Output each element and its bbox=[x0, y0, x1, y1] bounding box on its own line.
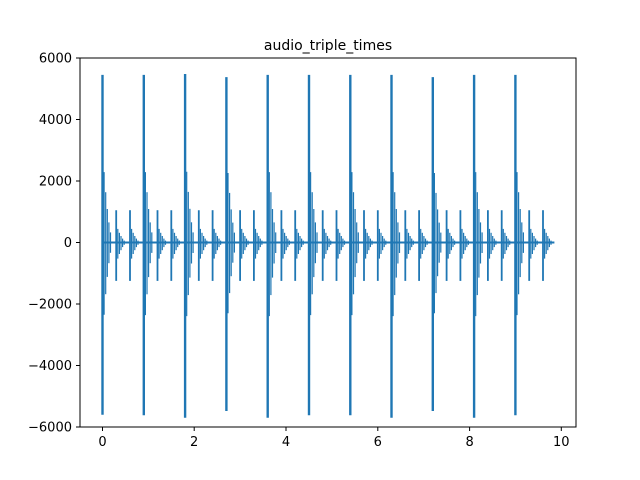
weak-beat-spike bbox=[418, 210, 428, 281]
weak-beat-spike bbox=[363, 210, 373, 281]
x-tick-label: 0 bbox=[98, 435, 106, 450]
y-tick-label: −4000 bbox=[28, 359, 72, 374]
weak-beat-spike bbox=[376, 210, 387, 281]
x-tick-label: 2 bbox=[190, 435, 198, 450]
weak-beat-spike bbox=[335, 210, 346, 281]
weak-beat-spike bbox=[404, 210, 414, 281]
x-tick-label: 6 bbox=[374, 435, 382, 450]
weak-beat-spike bbox=[542, 210, 552, 281]
strong-beat-spike bbox=[349, 74, 359, 416]
x-axis: 0 2 4 6 8 10 bbox=[98, 427, 570, 450]
y-tick-label: 6000 bbox=[39, 52, 72, 67]
strong-beat-spike bbox=[431, 77, 442, 411]
y-tick-label: −6000 bbox=[28, 421, 72, 436]
weak-beat-spike bbox=[445, 210, 456, 281]
strong-beat-spike bbox=[472, 74, 483, 418]
strong-beat-spike bbox=[307, 74, 318, 416]
strong-beat-spike bbox=[514, 74, 525, 416]
weak-beat-spike bbox=[528, 210, 538, 281]
y-tick-label: 0 bbox=[64, 236, 72, 251]
strong-beat-spike bbox=[183, 74, 194, 418]
weak-beat-spike bbox=[280, 210, 290, 281]
strong-beat-spike bbox=[225, 77, 235, 411]
weak-beat-spike bbox=[239, 210, 249, 281]
chart-title: audio_triple_times bbox=[264, 38, 392, 54]
strong-beat-spike bbox=[266, 74, 277, 418]
weak-beat-spike bbox=[170, 210, 180, 281]
weak-beat-spike bbox=[486, 210, 497, 281]
strong-beat-spike bbox=[101, 74, 112, 415]
x-tick-label: 8 bbox=[465, 435, 473, 450]
y-tick-label: −2000 bbox=[28, 298, 72, 313]
weak-beat-spike bbox=[129, 210, 139, 281]
strong-beat-spike bbox=[390, 74, 401, 418]
y-tick-label: 2000 bbox=[39, 175, 72, 190]
weak-beat-spike bbox=[500, 210, 511, 281]
y-axis: −6000 −4000 −2000 0 2000 4000 6000 bbox=[28, 52, 80, 436]
strong-beat-spike bbox=[142, 74, 153, 416]
waveform-series bbox=[101, 74, 555, 418]
y-tick-label: 4000 bbox=[39, 113, 72, 128]
weak-beat-spike bbox=[156, 210, 167, 281]
weak-beat-spike bbox=[197, 210, 208, 281]
weak-beat-spike bbox=[115, 210, 125, 281]
weak-beat-spike bbox=[252, 210, 263, 281]
weak-beat-spike bbox=[459, 210, 469, 281]
weak-beat-spike bbox=[294, 210, 304, 281]
x-tick-label: 10 bbox=[553, 435, 570, 450]
weak-beat-spike bbox=[211, 210, 222, 281]
weak-beat-spike bbox=[321, 210, 332, 281]
x-tick-label: 4 bbox=[282, 435, 290, 450]
